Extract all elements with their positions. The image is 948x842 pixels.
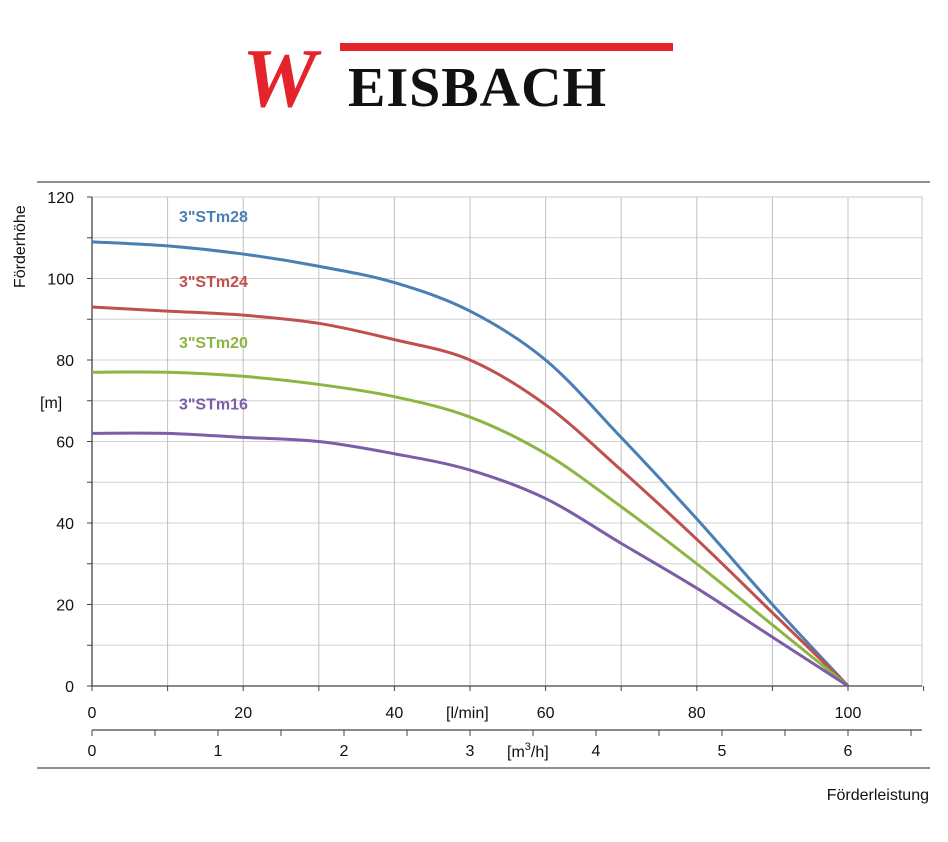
x-unit-secondary-sup: 3 [525,741,531,753]
x-axis-label: Förderleistung [827,787,929,804]
chart-axes [87,196,925,736]
y-tick-label: 80 [56,353,74,370]
y-axis-label: Förderhöhe [12,205,29,288]
x-tick-label: 60 [537,705,555,722]
x-tick-label: 80 [688,705,706,722]
series-line-3 [91,370,849,688]
y-tick-label: 100 [47,272,74,289]
y-tick-labels: 0 20 40 60 80 100 120 [47,190,74,696]
y-axis-unit: [m] [40,395,62,412]
series-label-4: 3"STm16 [179,396,248,413]
y-tick-label: 20 [56,598,74,615]
x-secondary-tick-label: 1 [214,743,223,760]
y-tick-label: 0 [65,679,74,696]
x-tick-label: 20 [234,705,252,722]
x-unit-primary: [l/min] [446,705,489,722]
x-tick-label: 40 [386,705,404,722]
series-label-2: 3"STm24 [179,274,248,291]
series-label-1: 3"STm28 [179,209,248,226]
chart-grid [91,196,923,687]
x-secondary-tick-label: 0 [88,743,97,760]
series-line-1 [91,240,850,688]
x-secondary-tick-label: 4 [592,743,601,760]
y-tick-label: 60 [56,435,74,452]
y-tick-label: 40 [56,516,74,533]
series-lines [91,240,850,688]
series-labels: 3"STm28 3"STm24 3"STm20 3"STm16 [179,209,248,413]
x-unit-secondary: [m3/h] [507,741,549,761]
x-secondary-tick-label: 3 [466,743,475,760]
logo-first-letter: W [242,32,322,120]
x-secondary-tick-label: 5 [718,743,727,760]
x-tick-label: 100 [835,705,862,722]
weisbach-logo: W EISBACH [242,32,673,120]
x-secondary-tick-label: 6 [844,743,853,760]
series-line-4 [91,431,849,688]
logo-red-bar [340,43,673,51]
series-line-2 [91,305,850,688]
x-unit-secondary-post: /h] [531,744,549,761]
y-tick-label: 120 [47,190,74,207]
logo-rest: EISBACH [348,57,607,119]
x-unit-secondary-pre: [m [507,744,525,761]
x-secondary-tick-label: 2 [340,743,349,760]
x-tick-labels: 0 20 40 60 80 100 [88,705,862,722]
series-label-3: 3"STm20 [179,335,248,352]
x-tick-label: 0 [88,705,97,722]
x-secondary-tick-labels: 0 1 2 3 4 5 6 [88,743,853,760]
